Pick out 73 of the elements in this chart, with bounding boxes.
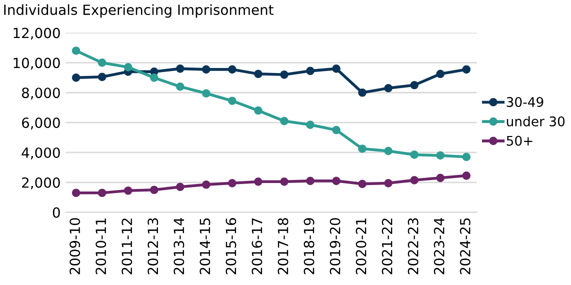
point bbox=[280, 177, 288, 186]
x-tick-label: 2020-21 bbox=[356, 218, 366, 274]
point bbox=[150, 73, 158, 82]
point bbox=[72, 188, 80, 198]
point bbox=[306, 120, 314, 129]
point bbox=[280, 116, 288, 126]
point bbox=[436, 70, 445, 78]
x-tick-label: 2014-15 bbox=[200, 218, 210, 274]
x-tick-label: 2023-24 bbox=[434, 218, 444, 274]
point bbox=[410, 80, 419, 90]
x-tick-label: 2011-12 bbox=[122, 218, 132, 274]
x-tick-label: 2013-14 bbox=[174, 218, 184, 274]
point bbox=[384, 84, 392, 92]
x-tick-label: 2015-16 bbox=[226, 218, 236, 274]
y-tick-label: 12,000 bbox=[14, 28, 60, 40]
point bbox=[176, 64, 184, 73]
x-tick-label: 2019-20 bbox=[330, 218, 340, 274]
point bbox=[254, 177, 262, 186]
point bbox=[384, 178, 392, 188]
point bbox=[410, 176, 419, 184]
point bbox=[202, 89, 210, 98]
y-tick-label: 10,000 bbox=[14, 58, 60, 70]
point bbox=[280, 70, 288, 79]
point bbox=[150, 186, 158, 194]
point bbox=[228, 65, 236, 74]
legend-label: 50+ bbox=[506, 136, 532, 146]
point bbox=[436, 174, 445, 182]
chart-title: Individuals Experiencing Imprisonment bbox=[4, 4, 274, 18]
x-tick-label: 2024-25 bbox=[460, 218, 470, 274]
point bbox=[202, 180, 210, 189]
x-tick-label: 2018-19 bbox=[304, 218, 314, 274]
point bbox=[176, 182, 184, 192]
point bbox=[306, 176, 314, 186]
x-tick-label: 2017-18 bbox=[278, 218, 288, 274]
point bbox=[332, 64, 340, 73]
legend-label: 30-49 bbox=[506, 97, 544, 108]
x-tick-label: 2009-10 bbox=[70, 218, 80, 274]
y-tick-label: 4,000 bbox=[22, 147, 60, 160]
point bbox=[98, 72, 106, 82]
y-tick-label: 2,000 bbox=[22, 177, 60, 190]
x-tick-label: 2021-22 bbox=[382, 218, 392, 274]
point bbox=[332, 126, 340, 134]
point bbox=[254, 106, 262, 115]
point bbox=[358, 180, 366, 188]
point bbox=[176, 82, 184, 91]
point bbox=[72, 73, 80, 82]
point bbox=[124, 63, 132, 72]
point bbox=[228, 178, 236, 188]
point bbox=[124, 186, 132, 195]
point bbox=[72, 46, 80, 55]
legend-label: under 30 bbox=[506, 116, 565, 126]
x-tick-label: 2012-13 bbox=[148, 218, 158, 274]
point bbox=[384, 146, 392, 156]
point bbox=[410, 150, 419, 159]
x-tick-label: 2022-23 bbox=[408, 218, 418, 274]
point bbox=[462, 172, 471, 180]
point bbox=[462, 152, 471, 162]
point bbox=[254, 70, 262, 78]
y-tick-label: 6,000 bbox=[22, 118, 60, 130]
x-tick-label: 2010-11 bbox=[96, 218, 106, 274]
x-tick-label: 2016-17 bbox=[252, 218, 262, 274]
point bbox=[306, 66, 314, 76]
point bbox=[202, 65, 210, 74]
point bbox=[228, 96, 236, 106]
point bbox=[358, 88, 366, 97]
point bbox=[436, 151, 445, 160]
y-tick-label: 0 bbox=[52, 207, 60, 218]
point bbox=[98, 188, 106, 198]
point bbox=[358, 144, 366, 153]
point bbox=[332, 176, 340, 186]
point bbox=[98, 58, 106, 67]
y-tick-label: 8,000 bbox=[22, 88, 60, 100]
point bbox=[462, 65, 471, 74]
